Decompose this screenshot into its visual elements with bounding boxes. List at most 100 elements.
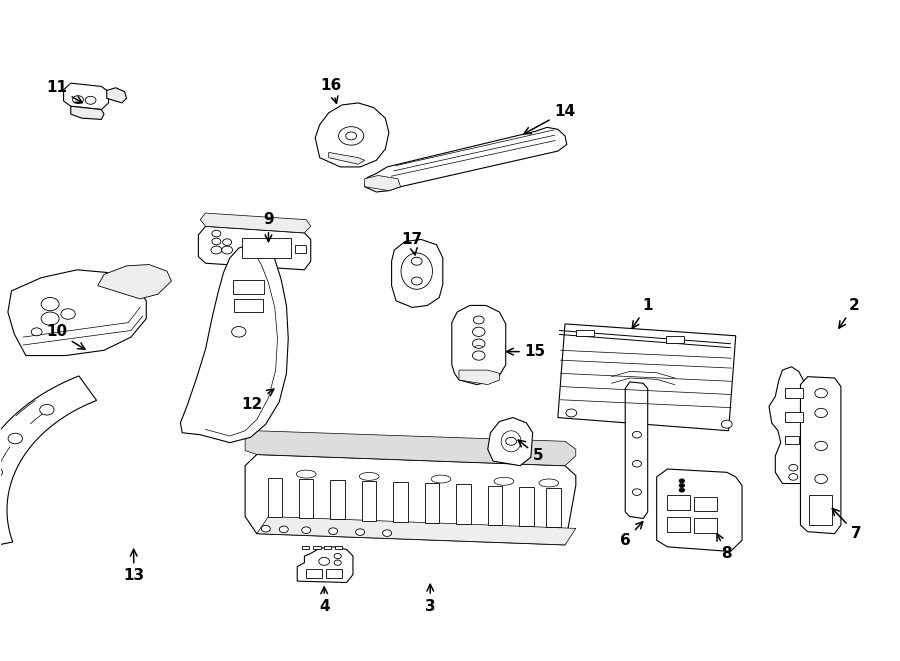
Circle shape: [680, 488, 685, 492]
Ellipse shape: [431, 475, 451, 483]
Circle shape: [61, 309, 76, 319]
Circle shape: [334, 553, 341, 559]
Circle shape: [212, 238, 220, 245]
Circle shape: [722, 420, 733, 428]
Bar: [232, 280, 264, 294]
Polygon shape: [0, 376, 96, 549]
Text: 15: 15: [507, 344, 546, 359]
Circle shape: [41, 297, 59, 311]
Circle shape: [346, 132, 356, 140]
Circle shape: [338, 127, 364, 145]
Circle shape: [788, 474, 797, 481]
Text: 17: 17: [401, 232, 423, 255]
Polygon shape: [364, 128, 567, 192]
Bar: [668, 495, 690, 510]
Text: 1: 1: [632, 298, 652, 328]
Text: 4: 4: [319, 587, 329, 613]
Polygon shape: [452, 305, 506, 385]
Circle shape: [506, 438, 517, 446]
Circle shape: [633, 432, 642, 438]
Polygon shape: [245, 431, 576, 466]
Circle shape: [231, 327, 246, 337]
Circle shape: [814, 475, 827, 484]
Text: 10: 10: [46, 325, 85, 349]
Polygon shape: [558, 324, 736, 431]
Polygon shape: [315, 103, 389, 167]
Bar: [330, 480, 345, 520]
Bar: [335, 545, 342, 549]
Circle shape: [382, 530, 392, 537]
Circle shape: [261, 525, 270, 532]
Bar: [785, 388, 803, 398]
Polygon shape: [107, 88, 127, 103]
Ellipse shape: [296, 470, 316, 478]
Polygon shape: [488, 418, 533, 466]
Circle shape: [633, 488, 642, 495]
Circle shape: [279, 526, 288, 533]
Circle shape: [633, 461, 642, 467]
Ellipse shape: [539, 479, 559, 487]
Polygon shape: [198, 226, 310, 270]
Polygon shape: [328, 153, 364, 165]
Polygon shape: [364, 175, 400, 190]
Text: 16: 16: [320, 77, 342, 103]
Circle shape: [221, 246, 232, 254]
Ellipse shape: [401, 253, 433, 290]
Polygon shape: [392, 239, 443, 307]
Polygon shape: [657, 469, 742, 551]
Circle shape: [411, 277, 422, 285]
Circle shape: [86, 97, 96, 104]
Circle shape: [8, 433, 22, 444]
Circle shape: [211, 246, 221, 254]
Circle shape: [680, 484, 685, 487]
Text: 2: 2: [839, 298, 860, 328]
Bar: [267, 478, 282, 517]
Polygon shape: [71, 106, 104, 120]
Bar: [785, 412, 803, 422]
Polygon shape: [626, 382, 648, 518]
Bar: [299, 479, 313, 518]
Bar: [456, 485, 471, 524]
Bar: [519, 486, 534, 526]
Bar: [306, 569, 322, 578]
Circle shape: [814, 389, 827, 398]
Ellipse shape: [501, 431, 521, 452]
Circle shape: [334, 560, 341, 565]
Bar: [241, 238, 291, 258]
Bar: [809, 495, 832, 525]
Polygon shape: [8, 270, 147, 356]
Bar: [695, 496, 717, 511]
Circle shape: [212, 230, 220, 237]
Circle shape: [73, 96, 84, 104]
Circle shape: [32, 328, 42, 336]
Circle shape: [814, 408, 827, 418]
Circle shape: [680, 479, 685, 483]
Text: 12: 12: [242, 389, 274, 412]
Bar: [313, 545, 320, 549]
Text: 7: 7: [832, 508, 861, 541]
Text: 11: 11: [46, 80, 82, 102]
Polygon shape: [459, 370, 500, 385]
Circle shape: [0, 467, 3, 478]
Text: 6: 6: [620, 522, 643, 548]
Circle shape: [356, 529, 364, 535]
Circle shape: [328, 528, 338, 535]
Bar: [546, 488, 561, 527]
Circle shape: [788, 465, 797, 471]
Polygon shape: [800, 377, 841, 533]
Circle shape: [472, 351, 485, 360]
Circle shape: [411, 257, 422, 265]
Bar: [785, 436, 798, 444]
Text: 8: 8: [717, 533, 732, 561]
Circle shape: [566, 409, 577, 417]
Polygon shape: [98, 264, 171, 299]
Ellipse shape: [494, 477, 514, 485]
Circle shape: [473, 316, 484, 324]
Polygon shape: [200, 213, 310, 233]
Polygon shape: [297, 547, 353, 582]
Bar: [668, 517, 690, 531]
Bar: [576, 330, 594, 336]
Circle shape: [40, 405, 54, 415]
Polygon shape: [256, 516, 576, 545]
Bar: [362, 481, 376, 521]
